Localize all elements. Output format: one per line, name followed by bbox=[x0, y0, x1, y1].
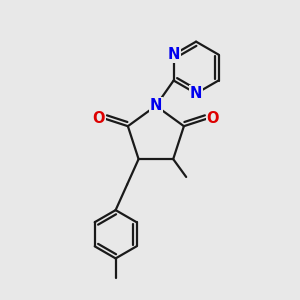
Text: O: O bbox=[92, 111, 105, 126]
Text: O: O bbox=[207, 111, 219, 126]
Text: N: N bbox=[190, 86, 202, 101]
Text: N: N bbox=[150, 98, 162, 113]
Text: N: N bbox=[167, 47, 180, 62]
